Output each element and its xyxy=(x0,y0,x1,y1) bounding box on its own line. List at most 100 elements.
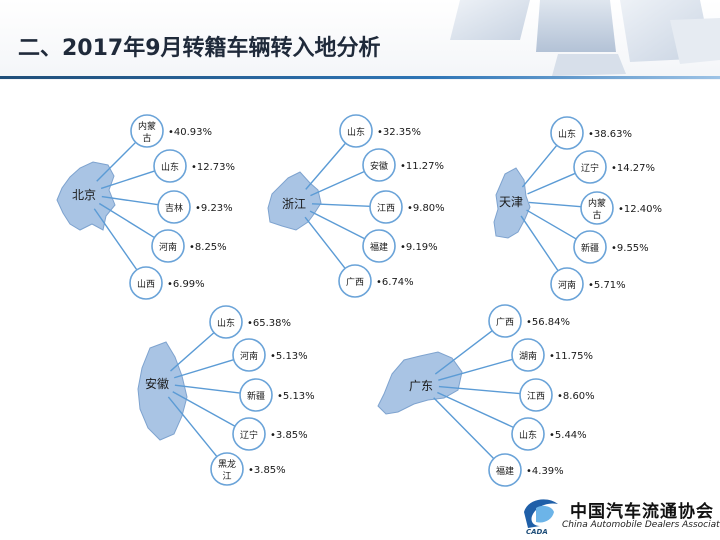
destination-node xyxy=(339,114,373,148)
connector-line xyxy=(434,330,493,375)
destination-share: •6.74% xyxy=(376,277,414,288)
connector-line xyxy=(438,358,513,381)
connector-line xyxy=(93,208,138,271)
destination-node xyxy=(511,338,545,372)
destination-label: 内蒙 xyxy=(138,120,156,132)
destination-node xyxy=(580,191,614,225)
connector-line xyxy=(170,332,215,372)
connector-line xyxy=(521,144,558,188)
destination-node xyxy=(519,378,553,412)
group-zhejiang: 浙江 山东 •32.35% 安徽 •11.27% 江西 •9.80% 福建 •9.19% 广西 •6… xyxy=(282,114,445,298)
destination-node xyxy=(210,452,244,486)
destination-node xyxy=(239,378,273,412)
destination-share: •5.44% xyxy=(549,430,587,441)
logo-mark: CADA xyxy=(526,528,548,536)
destination-share: •8.60% xyxy=(557,391,595,402)
destination-node xyxy=(573,150,607,184)
destination-node xyxy=(362,148,396,182)
group-beijing: 北京 内蒙古 •40.93% 山东 •12.73% 吉林 •9.23% 河南 •8.25% 山西 •… xyxy=(72,114,235,300)
connector-line xyxy=(311,203,371,208)
destination-share: •56.84% xyxy=(526,317,570,328)
destination-share: •11.75% xyxy=(549,351,593,362)
destination-label: 辽宁 xyxy=(581,162,599,174)
connector-line xyxy=(96,141,137,182)
destination-node xyxy=(369,190,403,224)
source-label: 浙江 xyxy=(282,197,306,211)
destination-label: 古 xyxy=(142,132,151,144)
destination-label: 新疆 xyxy=(581,242,599,254)
destination-node xyxy=(488,304,522,338)
destination-label: 新疆 xyxy=(247,390,265,402)
destination-share: •65.38% xyxy=(247,318,291,329)
destination-label: 山东 xyxy=(558,128,576,140)
destination-node xyxy=(232,417,266,451)
source-label: 北京 xyxy=(72,188,96,202)
destination-node xyxy=(550,267,584,301)
cada-logo-icon: CADA xyxy=(524,499,558,536)
connector-line xyxy=(98,202,155,239)
destination-share: •40.93% xyxy=(168,127,212,138)
destination-label: 辽宁 xyxy=(240,429,258,441)
connector-line xyxy=(438,385,521,395)
destination-label: 福建 xyxy=(370,241,388,253)
destination-node xyxy=(488,453,522,487)
destination-share: •9.55% xyxy=(611,243,649,254)
destination-share: •5.13% xyxy=(270,351,308,362)
destination-label: 福建 xyxy=(496,465,514,477)
destination-label: 古 xyxy=(592,209,601,221)
connector-line xyxy=(310,170,365,197)
connector-line xyxy=(309,210,366,240)
destination-share: •3.85% xyxy=(248,465,286,476)
destination-label: 河南 xyxy=(159,241,177,253)
map-shape-guangdong xyxy=(377,351,463,415)
destination-label: 湖南 xyxy=(519,350,537,362)
destination-share: •14.27% xyxy=(611,163,655,174)
destination-share: •32.35% xyxy=(377,127,421,138)
destination-label: 广西 xyxy=(496,316,514,328)
destination-label: 江西 xyxy=(377,203,395,214)
source-map-guangdong xyxy=(377,351,463,415)
connector-line xyxy=(172,391,236,427)
destination-label: 广西 xyxy=(346,276,364,288)
destination-share: •9.23% xyxy=(195,203,233,214)
destination-label: 江 xyxy=(222,471,231,482)
destination-node xyxy=(130,114,164,148)
destination-label: 江西 xyxy=(527,391,545,402)
destination-share: •9.80% xyxy=(407,203,445,214)
destination-share: •6.99% xyxy=(167,279,205,290)
destination-label: 河南 xyxy=(558,279,576,291)
connector-line xyxy=(167,396,218,458)
destination-node xyxy=(232,338,266,372)
destination-label: 内蒙 xyxy=(588,197,606,209)
destination-node xyxy=(550,116,584,150)
connector-line xyxy=(101,195,159,206)
destination-node xyxy=(573,230,607,264)
destination-share: •4.39% xyxy=(526,466,564,477)
source-map-tianjin xyxy=(493,167,531,239)
connector-line xyxy=(528,201,582,208)
destination-share: •9.19% xyxy=(400,242,438,253)
destination-label: 山西 xyxy=(137,279,155,290)
destination-node xyxy=(511,417,545,451)
source-label: 天津 xyxy=(499,195,523,209)
association-name-cn: 中国汽车流通协会 xyxy=(570,502,714,522)
destination-node xyxy=(153,149,187,183)
title-underline xyxy=(0,76,720,79)
connector-line xyxy=(304,216,346,269)
destination-share: •5.13% xyxy=(277,391,315,402)
destination-label: 山东 xyxy=(217,317,235,329)
map-shape-tianjin xyxy=(493,167,531,239)
connector-line xyxy=(520,215,559,272)
destination-label: 吉林 xyxy=(165,202,183,214)
destination-share: •8.25% xyxy=(189,242,227,253)
destination-node xyxy=(151,229,185,263)
connector-line xyxy=(100,170,156,190)
destination-share: •3.85% xyxy=(270,430,308,441)
destination-label: 安徽 xyxy=(370,160,388,172)
decorative-cubes-graphic xyxy=(450,0,720,76)
source-label: 广东 xyxy=(409,379,433,393)
connector-line xyxy=(433,397,495,460)
source-label: 安徽 xyxy=(145,376,169,391)
connector-line xyxy=(305,142,347,190)
